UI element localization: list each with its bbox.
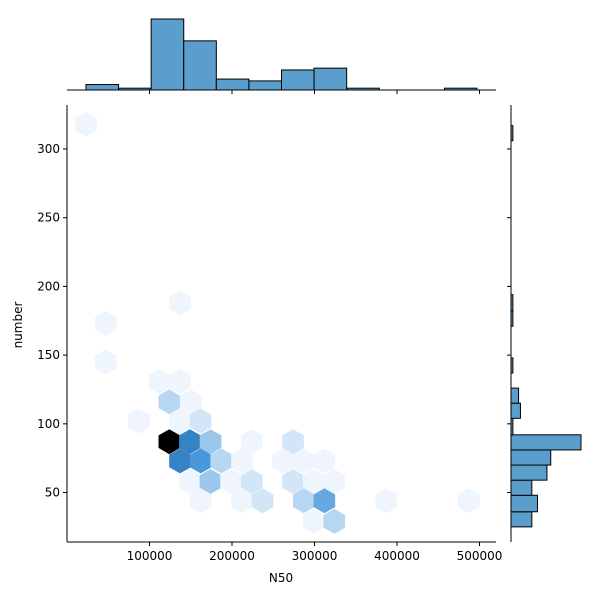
hexbin-cell xyxy=(292,448,315,474)
hexbin-cell xyxy=(179,429,201,455)
hexbin-cell xyxy=(189,448,212,474)
hexbin-cell xyxy=(169,368,191,394)
x-axis-label: N50 xyxy=(269,571,293,585)
marginal-x-bar xyxy=(85,84,120,91)
hexbin-cell xyxy=(251,488,274,514)
marginal-y-bar xyxy=(510,449,552,466)
hexbin-cell xyxy=(220,469,242,494)
y-tick-label: 300 xyxy=(37,142,60,156)
hexbin-cell xyxy=(241,469,263,494)
hexbin-cell xyxy=(457,488,480,514)
hexbin-cell xyxy=(199,429,222,455)
hexbin-cell xyxy=(94,311,117,336)
y-tick-label: 200 xyxy=(37,279,60,293)
hexbin-cell xyxy=(189,488,212,514)
hexbin-cell xyxy=(231,448,253,474)
marginal-y-bar xyxy=(510,387,520,404)
marginal-y-bar xyxy=(510,511,533,528)
hexbin-cell xyxy=(241,429,263,455)
hexbin-cell xyxy=(282,469,304,494)
marginal-y-bar xyxy=(510,402,521,419)
hexbin-cell xyxy=(313,448,336,474)
marginal-x-histogram xyxy=(67,18,496,94)
marginal-x-bar xyxy=(183,40,217,91)
hexbin-cell xyxy=(282,429,304,455)
hexbin-cell xyxy=(148,368,171,394)
marginal-y-bar xyxy=(510,479,533,496)
marginal-x-bar xyxy=(313,67,348,91)
x-tick-label: 500000 xyxy=(457,549,503,563)
hexbin-cell xyxy=(272,448,294,474)
y-tick-label: 100 xyxy=(37,417,60,431)
y-tick-label: 250 xyxy=(37,211,60,225)
y-axis-label: number xyxy=(11,302,25,349)
marginal-x-bar xyxy=(281,69,315,91)
marginal-y-histogram xyxy=(507,105,582,542)
y-tick-label: 150 xyxy=(37,348,60,362)
hexbin-cell xyxy=(313,488,336,514)
hexbin-cell xyxy=(292,488,315,514)
marginal-x-bar xyxy=(150,18,185,91)
x-tick-label: 400000 xyxy=(374,549,420,563)
x-tick-label: 300000 xyxy=(292,549,338,563)
hexbin-cell xyxy=(75,111,97,137)
hexbin-cell xyxy=(302,508,325,534)
hexbin-cell xyxy=(210,448,233,474)
x-tick-label: 100000 xyxy=(127,549,173,563)
main-axes: 100000 200000 300000 400000 500000 50 100 150 20… xyxy=(37,105,502,563)
hexbin-cell xyxy=(199,469,222,494)
hexbin-cell xyxy=(375,488,398,514)
hexbin-cell xyxy=(169,408,191,434)
hexbin-cell xyxy=(302,469,325,494)
x-tick-label: 200000 xyxy=(209,549,255,563)
hexbin-cell xyxy=(127,408,150,434)
y-tick-label: 50 xyxy=(45,486,60,500)
hexbin-cell xyxy=(179,469,201,494)
hexbin-cell xyxy=(323,508,346,534)
hexbin-cell xyxy=(323,469,346,494)
marginal-x-bar xyxy=(215,78,250,91)
marginal-y-bar xyxy=(510,434,582,451)
hexbin-cell xyxy=(231,488,253,514)
marginal-x-bar xyxy=(248,80,283,91)
hexbin-cell xyxy=(158,429,181,455)
hexbin-cell xyxy=(94,349,117,375)
hexbin-layer xyxy=(75,111,480,534)
hexbin-cell xyxy=(189,408,212,434)
hexbin-cell xyxy=(169,290,191,316)
marginal-y-bar xyxy=(510,464,548,481)
hexbin-cell xyxy=(158,389,181,415)
hexbin-cell xyxy=(169,448,191,474)
hexbin-cell xyxy=(179,389,202,415)
marginal-y-bar xyxy=(510,494,538,513)
